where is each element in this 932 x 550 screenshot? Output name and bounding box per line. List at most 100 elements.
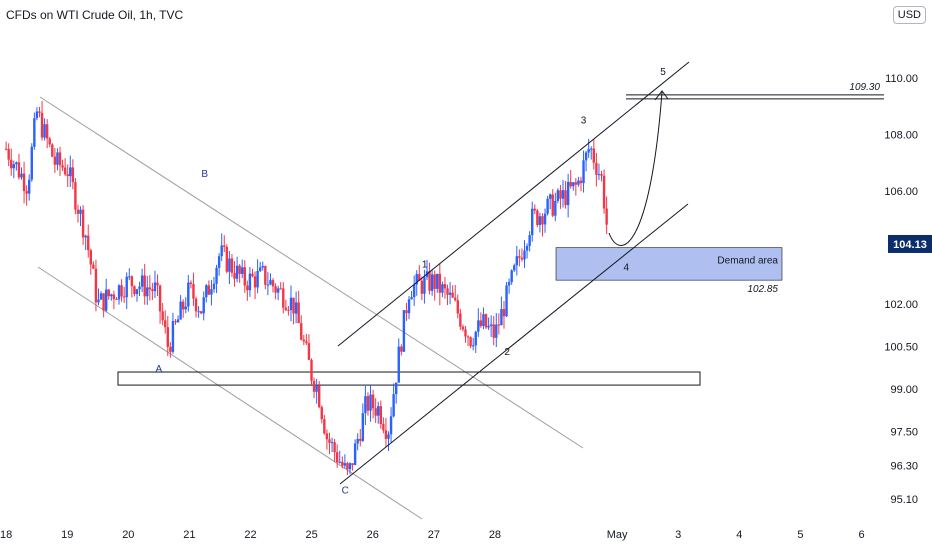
price-axis[interactable]: 110.00 108.00 106.00 102.00 100.50 99.00 97.50…	[884, 73, 932, 506]
candle-body	[228, 258, 231, 272]
candle-body	[479, 320, 483, 327]
candle-body	[546, 198, 549, 214]
time-axis[interactable]: 18 19 20 21 22 25 26 27 28 May 3 4 5 6	[0, 529, 865, 541]
prior-downtrend-channel	[37, 96, 584, 520]
candle-body	[279, 288, 282, 290]
channel-upper-line	[337, 61, 690, 347]
candle-body	[51, 144, 54, 157]
candle-body	[400, 346, 403, 352]
candle-body	[587, 148, 590, 153]
candle-body	[310, 359, 313, 381]
candle-body	[133, 286, 136, 295]
price-tick-label: 102.00	[884, 299, 918, 311]
candle-body	[469, 337, 472, 347]
candle-body	[510, 270, 513, 283]
candle-body	[566, 181, 570, 206]
currency-label: USD	[897, 9, 921, 21]
candle-body	[500, 309, 503, 326]
candle-body	[590, 148, 593, 150]
channel-lower-line	[339, 203, 689, 485]
time-tick-label: 28	[489, 529, 501, 541]
candle-body	[371, 394, 375, 409]
candle-body	[102, 293, 105, 311]
candle-body	[497, 324, 501, 326]
candle-body	[181, 301, 185, 310]
candle-body	[256, 271, 259, 288]
candle-body	[171, 321, 175, 352]
candle-body	[238, 265, 241, 274]
candle-body	[515, 256, 519, 266]
candle-body	[382, 423, 385, 431]
candle-body	[87, 235, 90, 251]
candle-body	[153, 282, 157, 292]
candle-body	[343, 463, 347, 466]
candle-body	[261, 266, 264, 268]
candle-body	[577, 180, 580, 185]
candle-body	[20, 173, 23, 178]
candle-body	[269, 280, 272, 285]
candle-body	[235, 265, 239, 279]
candle-body	[45, 124, 49, 139]
candle-body	[456, 300, 459, 314]
candle-body	[320, 407, 323, 420]
time-tick-label: May	[607, 529, 628, 541]
projection-arrowhead	[654, 90, 669, 101]
candle-body	[487, 325, 490, 328]
candle-body	[92, 264, 95, 269]
price-tick-label: 106.00	[884, 186, 918, 198]
candle-body	[223, 245, 226, 247]
candle-body	[284, 307, 288, 310]
candle-body	[305, 341, 308, 344]
candle-body	[276, 288, 280, 293]
currency-button[interactable]: USD	[892, 6, 926, 24]
candle-body	[169, 346, 172, 352]
time-tick-label: 27	[428, 529, 440, 541]
candle-body	[574, 182, 578, 185]
candle-body	[477, 320, 480, 332]
candle-body	[369, 394, 372, 411]
candle-body	[122, 296, 126, 298]
candle-body	[74, 182, 77, 210]
candle-body	[17, 162, 21, 178]
candle-body	[4, 148, 8, 150]
demand-area-price-label: 102.85	[747, 284, 778, 295]
candle-body	[572, 182, 575, 187]
candle-body	[220, 245, 223, 257]
candle-body	[582, 160, 585, 184]
candle-body	[513, 265, 516, 271]
candle-body	[502, 309, 506, 317]
candle-body	[210, 289, 213, 295]
candle-body	[495, 324, 498, 338]
candle-body	[374, 408, 377, 416]
candle-body	[312, 380, 316, 392]
candle-body	[474, 331, 477, 346]
wave-label-5: 5	[660, 67, 666, 78]
candle-body	[230, 258, 234, 273]
candle-body	[266, 284, 270, 286]
candle-body	[415, 274, 418, 285]
price-tick-label: 110.00	[885, 73, 918, 85]
time-tick-label: 18	[0, 529, 12, 541]
candle-body	[536, 210, 539, 225]
candle-body	[161, 311, 164, 321]
candle-body	[66, 174, 69, 177]
candle-body	[104, 289, 108, 311]
candle-body	[461, 326, 465, 330]
candle-body	[43, 124, 46, 138]
candle-body	[25, 191, 28, 194]
candle-body	[61, 165, 64, 168]
candle-body	[148, 287, 152, 290]
candle-body	[341, 461, 344, 466]
candle-body	[79, 209, 82, 214]
candle-body	[418, 274, 421, 281]
price-tick-label: 108.00	[884, 130, 918, 142]
wave-label-4: 4	[624, 262, 630, 273]
time-tick-label: 22	[244, 529, 256, 541]
candle-body	[7, 148, 10, 160]
candle-body	[215, 267, 218, 284]
candle-body	[346, 463, 349, 470]
candle-body	[233, 272, 236, 279]
candle-body	[125, 276, 128, 298]
candle-body	[551, 194, 554, 216]
